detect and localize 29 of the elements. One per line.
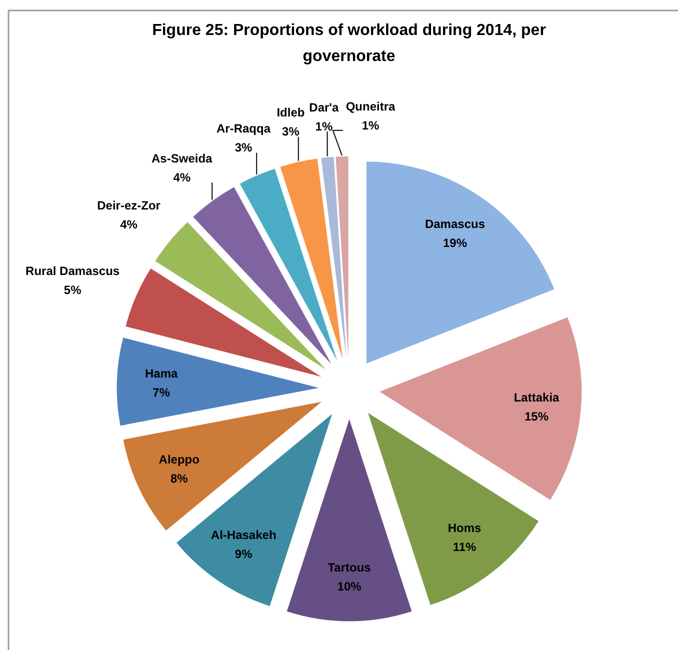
- data-label: 7%: [152, 386, 170, 400]
- data-label: 3%: [234, 140, 253, 155]
- slice-label: Deir-ez-Zor: [97, 198, 161, 212]
- slice-label: Tartous: [328, 560, 372, 575]
- data-label: 1%: [362, 118, 380, 132]
- data-label: 15%: [524, 409, 549, 424]
- data-label: 9%: [234, 547, 253, 562]
- slice-label: Damascus: [424, 217, 486, 232]
- slice-label: Al-Hasakeh: [210, 528, 276, 542]
- slice-label: Aleppo: [158, 452, 200, 467]
- data-label: 19%: [442, 236, 468, 250]
- slice-label: Hama: [144, 366, 178, 381]
- slice-label: Homs: [448, 521, 482, 536]
- data-label: 11%: [452, 540, 477, 554]
- slice-label: Rural Damascus: [26, 264, 120, 278]
- data-label: 4%: [120, 217, 138, 232]
- slice-label: Idleb: [276, 106, 305, 120]
- data-label: 3%: [282, 124, 300, 139]
- data-label: 1%: [315, 119, 333, 134]
- slice-label: As-Sweida: [152, 151, 213, 166]
- slice-label: Quneitra: [346, 99, 396, 114]
- data-label: 5%: [64, 283, 82, 297]
- chart-title: Figure 25: Proportions of workload during 2014, per governorate: [152, 22, 546, 65]
- data-label: 4%: [173, 170, 191, 184]
- slice-label: Lattakia: [514, 390, 560, 404]
- slice-label: Ar-Raqqa: [216, 122, 271, 136]
- data-label: 10%: [337, 580, 362, 594]
- data-label: 8%: [170, 472, 188, 486]
- slice-label: Dar'a: [309, 100, 340, 114]
